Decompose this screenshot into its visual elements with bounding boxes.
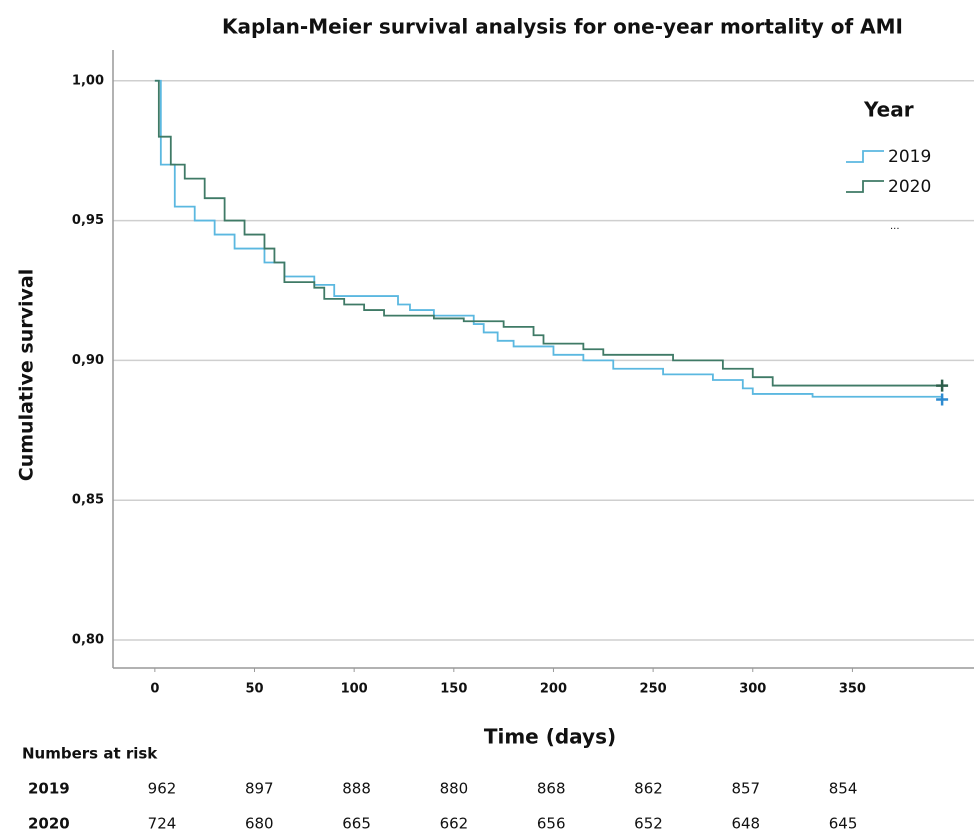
y-tick-label: 0,95	[72, 213, 104, 228]
risk-value: 962	[148, 780, 177, 798]
legend-title: Year	[863, 98, 914, 122]
x-tick-label: 200	[540, 682, 567, 697]
y-tick-label: 0,80	[72, 633, 104, 648]
risk-row-label: 2019	[28, 780, 70, 798]
risk-table-title: Numbers at risk	[22, 745, 158, 763]
legend-note: ...	[890, 221, 900, 232]
risk-value: 724	[148, 815, 177, 833]
x-tick-label: 150	[440, 682, 467, 697]
risk-value: 868	[537, 780, 566, 798]
y-tick-label: 1,00	[72, 73, 104, 88]
risk-value: 862	[634, 780, 663, 798]
y-tick-label: 0,90	[72, 353, 104, 368]
risk-value: 665	[342, 815, 371, 833]
risk-value: 897	[245, 780, 274, 798]
survival-curve	[154, 79, 944, 400]
risk-value: 854	[829, 780, 858, 798]
risk-value: 888	[342, 780, 371, 798]
x-tick-label: 300	[739, 682, 766, 697]
censor-mark	[936, 379, 949, 392]
x-tick-label: 250	[640, 682, 667, 697]
x-tick-label: 0	[150, 682, 159, 697]
risk-value: 645	[829, 815, 858, 833]
risk-row-label: 2020	[28, 815, 70, 833]
risk-value: 857	[731, 780, 760, 798]
censor-mark	[936, 393, 949, 406]
risk-value: 680	[245, 815, 274, 833]
legend-label: 2020	[888, 177, 931, 197]
x-tick-label: 100	[341, 682, 368, 697]
y-axis-label: Cumulative survival	[16, 269, 38, 481]
legend-swatch	[846, 150, 884, 163]
risk-value: 656	[537, 815, 566, 833]
risk-value: 652	[634, 815, 663, 833]
y-tick-label: 0,85	[72, 493, 104, 508]
risk-value: 880	[440, 780, 469, 798]
chart-title: Kaplan-Meier survival analysis for one-y…	[222, 15, 903, 39]
x-axis-label: Time (days)	[484, 725, 616, 749]
risk-value: 662	[440, 815, 469, 833]
x-tick-label: 50	[245, 682, 263, 697]
x-tick-label: 350	[839, 682, 866, 697]
risk-value: 648	[731, 815, 760, 833]
survival-curve	[154, 79, 943, 387]
legend-swatch	[846, 180, 884, 193]
legend-label: 2019	[888, 147, 931, 167]
